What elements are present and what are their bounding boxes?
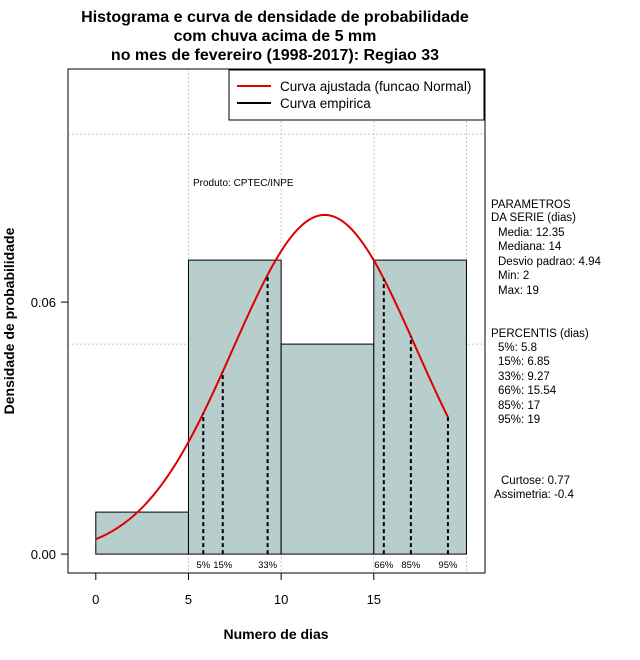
percentil-15: 15%: 6.85	[498, 356, 550, 368]
side-panel: PARAMETROS DA SERIE (dias) Media: 12.35 …	[491, 199, 602, 501]
percentile-label: 33%	[258, 560, 278, 571]
product-annotation: Produto: CPTEC/INPE	[193, 178, 294, 189]
param-media: Media: 12.35	[498, 227, 565, 239]
title-line-2: com chuva acima de 5 mm	[174, 28, 377, 45]
x-tick-label: 15	[367, 592, 381, 607]
histogram-bar	[373, 259, 467, 555]
x-tick-label: 5	[185, 592, 192, 607]
x-tick-label: 10	[274, 592, 288, 607]
percentile-label: 85%	[401, 560, 421, 571]
percentil-33: 33%: 9.27	[498, 371, 550, 383]
param-desvio: Desvio padrao: 4.94	[498, 256, 602, 268]
chart-title: Histograma e curva de densidade de proba…	[81, 9, 469, 64]
percentil-5: 5%: 5.8	[498, 342, 537, 354]
percentil-95: 95%: 19	[498, 414, 540, 426]
axes: 0 5 10 15 0.00 0.06	[31, 68, 486, 607]
percentis-header: PERCENTIS (dias)	[491, 328, 589, 340]
param-mediana: Mediana: 14	[498, 241, 562, 253]
stat-assimetria: Assimetria: -0.4	[494, 489, 574, 501]
x-axis-label: Numero de dias	[223, 626, 328, 642]
legend: Curva ajustada (funcao Normal) Curva emp…	[228, 69, 485, 121]
legend-label-empirical: Curva empirica	[280, 96, 371, 111]
x-tick-label: 0	[92, 592, 99, 607]
percentile-label: 66%	[374, 560, 394, 571]
param-min: Min: 2	[498, 270, 529, 282]
title-line-1: Histograma e curva de densidade de proba…	[81, 9, 469, 26]
percentil-85: 85%: 17	[498, 400, 540, 412]
fitted-curve-line	[95, 213, 449, 541]
stat-curtose: Curtose: 0.77	[501, 475, 570, 487]
y-tick-label: 0.00	[31, 547, 56, 562]
percentile-lines: 5% 15% 33% 66% 85% 95%	[196, 274, 458, 571]
percentil-66: 66%: 15.54	[498, 385, 557, 397]
param-max: Max: 19	[498, 285, 539, 297]
legend-box	[228, 69, 485, 121]
histogram-bar	[280, 343, 375, 555]
histogram-bars	[95, 259, 467, 555]
params-header-2: DA SERIE (dias)	[491, 212, 576, 224]
percentile-label: 15%	[213, 560, 233, 571]
histogram-bar	[187, 259, 282, 555]
percentile-label: 5%	[196, 560, 210, 571]
y-tick-label: 0.06	[31, 295, 56, 310]
y-axis-label: Densidade de probabilidade	[1, 227, 17, 414]
params-header-1: PARAMETROS	[491, 199, 571, 211]
title-line-3: no mes de fevereiro (1998-2017): Regiao …	[111, 47, 439, 64]
legend-label-fitted: Curva ajustada (funcao Normal)	[280, 79, 471, 94]
histogram-bar	[95, 511, 189, 555]
percentile-label: 95%	[438, 560, 458, 571]
fitted-curve	[95, 213, 449, 541]
